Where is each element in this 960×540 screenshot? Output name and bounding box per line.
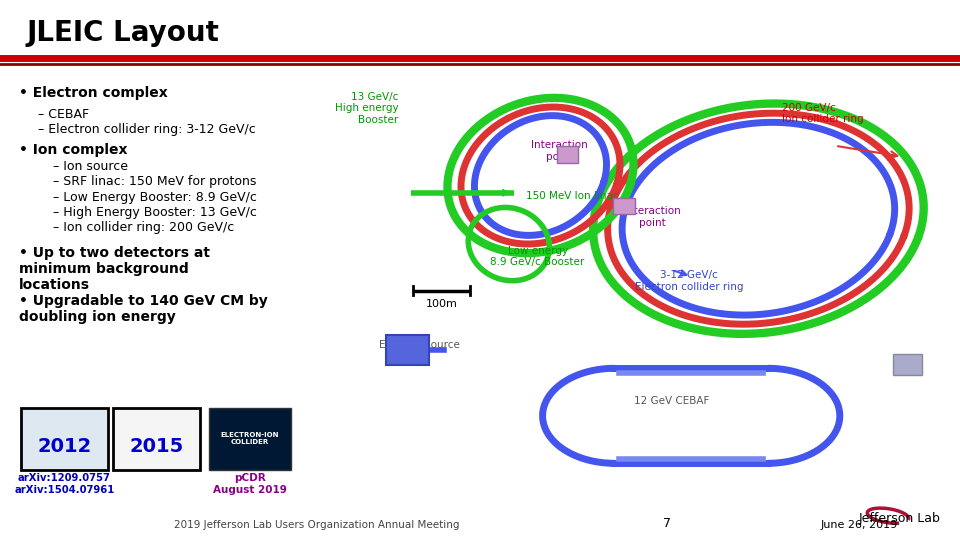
Text: JLEIC Layout: JLEIC Layout xyxy=(27,19,220,47)
Text: 13 GeV/c
High energy
Booster: 13 GeV/c High energy Booster xyxy=(335,92,398,125)
Text: • Electron complex: • Electron complex xyxy=(19,86,168,100)
Text: 2012: 2012 xyxy=(37,437,91,456)
Text: Electron source: Electron source xyxy=(379,340,460,350)
Text: Interaction
point: Interaction point xyxy=(624,206,682,228)
Text: – High Energy Booster: 13 GeV/c: – High Energy Booster: 13 GeV/c xyxy=(53,206,256,219)
Text: 200 GeV/c
Ion collider ring: 200 GeV/c Ion collider ring xyxy=(782,103,864,124)
Text: Jefferson Lab: Jefferson Lab xyxy=(858,512,941,525)
Text: 2015: 2015 xyxy=(130,437,183,456)
Text: arXiv:1209.0757
arXiv:1504.07961: arXiv:1209.0757 arXiv:1504.07961 xyxy=(14,473,114,495)
FancyBboxPatch shape xyxy=(21,408,108,470)
Text: – Ion collider ring: 200 GeV/c: – Ion collider ring: 200 GeV/c xyxy=(53,221,234,234)
FancyBboxPatch shape xyxy=(113,408,200,470)
Text: 150 MeV Ion linac: 150 MeV Ion linac xyxy=(526,191,618,201)
FancyBboxPatch shape xyxy=(557,146,578,163)
Text: 2019 Jefferson Lab Users Organization Annual Meeting: 2019 Jefferson Lab Users Organization An… xyxy=(174,520,460,530)
Text: • Up to two detectors at
minimum background
locations: • Up to two detectors at minimum backgro… xyxy=(19,246,210,292)
Text: 7: 7 xyxy=(663,517,671,530)
Text: – Electron collider ring: 3-12 GeV/c: – Electron collider ring: 3-12 GeV/c xyxy=(38,123,256,136)
Text: – CEBAF: – CEBAF xyxy=(38,108,89,121)
Text: • Ion complex: • Ion complex xyxy=(19,143,128,157)
Text: – SRF linac: 150 MeV for protons: – SRF linac: 150 MeV for protons xyxy=(53,176,256,188)
FancyBboxPatch shape xyxy=(613,198,635,214)
Text: June 26, 2019: June 26, 2019 xyxy=(821,520,898,530)
Text: 100m: 100m xyxy=(425,299,458,309)
Text: pCDR
August 2019: pCDR August 2019 xyxy=(213,473,286,495)
Text: – Ion source: – Ion source xyxy=(53,160,128,173)
Text: ELECTRON-ION
COLLIDER: ELECTRON-ION COLLIDER xyxy=(221,432,278,445)
Text: – Low Energy Booster: 8.9 GeV/c: – Low Energy Booster: 8.9 GeV/c xyxy=(53,191,256,204)
FancyBboxPatch shape xyxy=(386,335,429,365)
Text: Low energy
8.9 GeV/c Booster: Low energy 8.9 GeV/c Booster xyxy=(491,246,585,267)
Text: Interaction
point: Interaction point xyxy=(531,140,588,162)
Text: 3-12 GeV/c
Electron collider ring: 3-12 GeV/c Electron collider ring xyxy=(635,270,744,292)
FancyBboxPatch shape xyxy=(893,354,922,375)
Text: • Upgradable to 140 GeV CM by
doubling ion energy: • Upgradable to 140 GeV CM by doubling i… xyxy=(19,294,268,325)
FancyBboxPatch shape xyxy=(209,408,291,470)
Text: 12 GeV CEBAF: 12 GeV CEBAF xyxy=(635,396,709,406)
